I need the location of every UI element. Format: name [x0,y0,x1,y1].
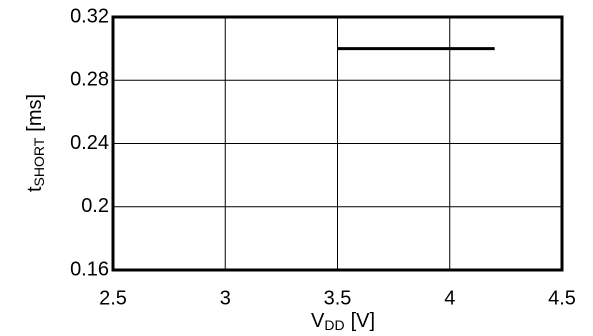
y-label-main: t [24,186,46,192]
y-axis-label: tSHORT [ms] [24,94,46,192]
x-label-main: V [311,310,325,332]
y-tick-label: 0.16 [70,258,109,280]
x-label-sub: DD [324,317,344,333]
y-tick-label: 0.24 [70,132,109,154]
x-tick-label: 3 [220,287,231,309]
y-tick-label: 0.28 [70,69,109,91]
y-label-unit: [ms] [24,94,46,132]
y-tick-label: 0.32 [70,5,109,27]
x-tick-label: 4 [444,287,455,309]
x-label-unit: [V] [351,310,375,332]
x-tick-label: 4.5 [548,287,576,309]
plot-frame [111,15,564,272]
x-tick-label: 3.5 [324,287,352,309]
y-tick-label: 0.2 [81,195,109,217]
x-axis-label: VDD [V] [311,310,375,332]
x-tick-label: 2.5 [99,287,127,309]
y-label-sub: SHORT [31,137,47,186]
